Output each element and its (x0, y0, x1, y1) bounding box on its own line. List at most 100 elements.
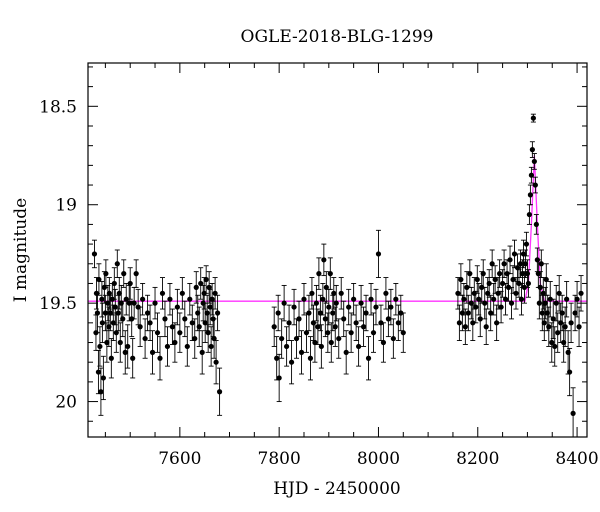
point-marker (511, 251, 518, 257)
data-point (276, 353, 282, 403)
data-point (196, 306, 202, 347)
point-marker (338, 290, 344, 296)
data-point (325, 312, 331, 353)
point-marker (179, 290, 185, 296)
point-marker (107, 310, 113, 316)
point-marker (323, 284, 329, 290)
data-point (281, 284, 287, 322)
data-point (157, 336, 163, 381)
data-point (133, 259, 139, 288)
point-marker (121, 271, 127, 277)
y-tick-label: 18.5 (39, 97, 77, 117)
point-marker (116, 290, 122, 296)
data-point (162, 300, 168, 338)
point-marker (456, 320, 462, 326)
point-marker (213, 359, 219, 365)
data-point (288, 340, 295, 385)
point-marker (542, 300, 548, 306)
data-point (164, 326, 171, 367)
point-marker (122, 349, 128, 355)
point-marker (184, 343, 190, 350)
point-marker (537, 284, 543, 290)
point-marker (465, 310, 471, 316)
data-point (491, 283, 497, 316)
data-point (169, 308, 176, 345)
data-point (112, 288, 118, 326)
point-marker (182, 316, 188, 322)
data-point (117, 322, 123, 363)
point-marker (576, 324, 582, 330)
point-marker (543, 276, 549, 283)
data-point (393, 283, 399, 316)
data-point (363, 294, 369, 332)
point-marker (549, 339, 555, 346)
point-marker (189, 320, 195, 326)
point-marker (115, 310, 121, 316)
point-marker (540, 290, 546, 296)
point-marker (380, 339, 387, 346)
data-point (214, 294, 221, 332)
data-point (322, 300, 328, 338)
point-marker (574, 296, 580, 302)
y-tick-label: 19.5 (39, 294, 77, 314)
point-marker (568, 320, 574, 326)
point-marker (330, 310, 336, 316)
data-point (351, 283, 357, 316)
data-point (507, 245, 513, 275)
data-point (315, 308, 321, 345)
point-marker (147, 320, 153, 326)
data-point (373, 288, 379, 326)
point-marker (567, 369, 573, 375)
point-marker (131, 300, 137, 306)
point-marker (149, 349, 156, 355)
point-marker (455, 290, 461, 296)
point-marker (499, 280, 506, 287)
point-marker (395, 320, 401, 326)
point-marker (370, 330, 377, 336)
data-point (98, 367, 104, 416)
point-marker (473, 304, 479, 310)
point-marker (550, 316, 556, 322)
point-marker (199, 349, 205, 355)
point-marker (284, 343, 290, 350)
point-marker (333, 300, 339, 306)
point-marker (325, 330, 331, 336)
point-marker (112, 304, 118, 310)
point-marker (346, 304, 352, 310)
data-point (521, 271, 528, 304)
point-marker (113, 330, 119, 336)
data-point (365, 336, 372, 381)
point-marker (505, 284, 512, 290)
data-point (208, 326, 214, 367)
data-point (306, 294, 312, 332)
x-tick-label: 8200 (456, 449, 499, 469)
point-marker (312, 339, 318, 346)
point-marker (462, 324, 468, 330)
data-point (207, 288, 213, 326)
point-marker (174, 304, 180, 310)
point-marker (546, 324, 552, 330)
point-marker (508, 300, 515, 306)
data-point (498, 290, 504, 324)
point-marker (152, 300, 158, 306)
point-marker (360, 324, 367, 330)
point-marker (461, 296, 467, 302)
data-point (346, 288, 352, 326)
data-point (473, 290, 479, 324)
data-point (99, 302, 105, 343)
point-marker (553, 300, 559, 306)
point-marker (207, 304, 213, 310)
point-marker (279, 335, 285, 342)
point-marker (114, 261, 120, 267)
x-tick-label: 8400 (555, 449, 598, 469)
point-marker (518, 296, 525, 302)
point-marker (336, 335, 342, 342)
data-point (209, 283, 215, 316)
point-marker (470, 320, 476, 326)
data-point (528, 166, 534, 184)
chart-title: OGLE-2018-BLG-1299 (241, 27, 434, 47)
data-point (130, 338, 136, 379)
data-point (198, 267, 204, 300)
point-marker (578, 290, 584, 296)
data-point (353, 304, 359, 341)
